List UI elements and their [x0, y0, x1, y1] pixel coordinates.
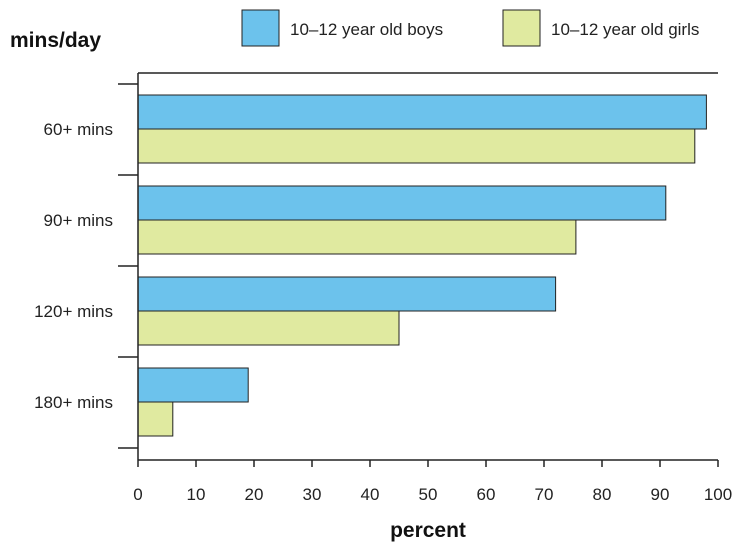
y-ticks-group	[118, 83, 138, 449]
x-tick-label-9: 90	[651, 485, 670, 504]
category-label-3: 180+ mins	[34, 393, 113, 412]
bar-girls-1	[137, 219, 577, 255]
x-tick-label-4: 40	[361, 485, 380, 504]
x-ticks-group: 0 10 20 30 40 50 60 70 80 90 100	[133, 460, 732, 504]
bar-girls-0	[137, 128, 696, 164]
x-tick-label-1: 10	[187, 485, 206, 504]
x-tick-label-3: 30	[303, 485, 322, 504]
x-tick-label-6: 60	[477, 485, 496, 504]
bar-girls-3	[137, 401, 174, 437]
bar-boys-3	[137, 367, 249, 403]
legend-swatch-boys	[241, 9, 280, 47]
legend-label-boys: 10–12 year old boys	[290, 20, 443, 39]
x-tick-label-5: 50	[419, 485, 438, 504]
x-tick-label-0: 0	[133, 485, 142, 504]
category-labels-group: 60+ mins 90+ mins 120+ mins 180+ mins	[34, 120, 113, 412]
legend-label-girls: 10–12 year old girls	[551, 20, 699, 39]
bars-group	[137, 94, 707, 437]
x-axis-title: percent	[390, 519, 466, 542]
x-tick-label-8: 80	[593, 485, 612, 504]
x-tick-label-10: 100	[704, 485, 732, 504]
category-label-2: 120+ mins	[34, 302, 113, 321]
bar-boys-2	[137, 276, 557, 312]
bar-boys-1	[137, 185, 667, 221]
legend-swatch-girls	[502, 9, 541, 47]
y-axis-title: mins/day	[10, 29, 101, 52]
category-label-1: 90+ mins	[44, 211, 113, 230]
x-tick-label-2: 20	[245, 485, 264, 504]
legend: 10–12 year old boys 10–12 year old girls	[241, 9, 699, 47]
x-tick-label-7: 70	[535, 485, 554, 504]
bar-girls-2	[137, 310, 400, 346]
category-label-0: 60+ mins	[44, 120, 113, 139]
bar-boys-0	[137, 94, 707, 130]
